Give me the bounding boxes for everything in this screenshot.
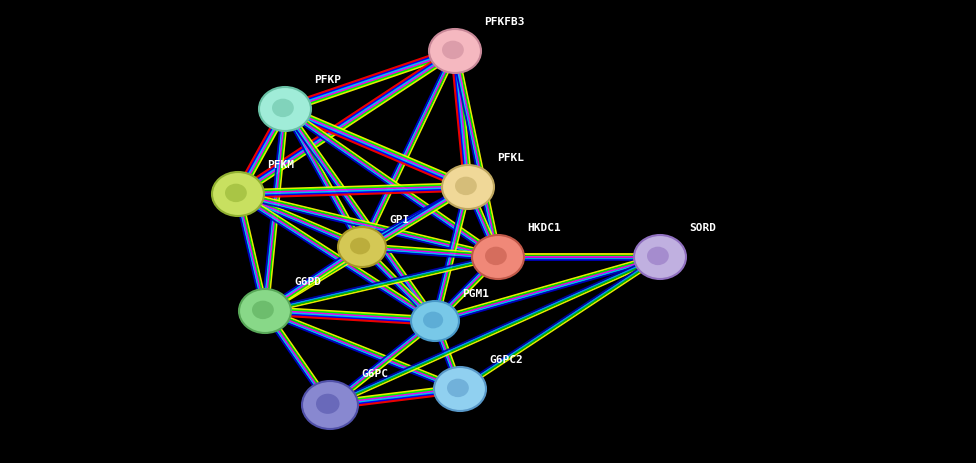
Text: SORD: SORD bbox=[689, 223, 716, 232]
Ellipse shape bbox=[252, 301, 274, 319]
Ellipse shape bbox=[338, 227, 386, 268]
Text: G6PD: G6PD bbox=[294, 276, 321, 287]
Ellipse shape bbox=[302, 381, 358, 429]
Ellipse shape bbox=[634, 236, 686, 279]
Text: GPI: GPI bbox=[389, 214, 409, 225]
Ellipse shape bbox=[259, 88, 311, 131]
Ellipse shape bbox=[272, 100, 294, 118]
Text: G6PC: G6PC bbox=[361, 368, 388, 378]
Ellipse shape bbox=[485, 247, 507, 266]
Text: PFKM: PFKM bbox=[267, 160, 294, 169]
Ellipse shape bbox=[423, 312, 443, 329]
Ellipse shape bbox=[350, 238, 370, 255]
Ellipse shape bbox=[434, 367, 486, 411]
Ellipse shape bbox=[472, 236, 524, 279]
Text: PGM1: PGM1 bbox=[462, 288, 489, 298]
Ellipse shape bbox=[212, 173, 264, 217]
Ellipse shape bbox=[455, 177, 477, 196]
Ellipse shape bbox=[225, 184, 247, 203]
Ellipse shape bbox=[429, 30, 481, 74]
Text: PFKFB3: PFKFB3 bbox=[484, 17, 524, 27]
Ellipse shape bbox=[447, 379, 468, 397]
Text: HKDC1: HKDC1 bbox=[527, 223, 561, 232]
Text: PFKL: PFKL bbox=[497, 153, 524, 163]
Ellipse shape bbox=[316, 394, 340, 414]
Ellipse shape bbox=[411, 301, 459, 341]
Ellipse shape bbox=[442, 42, 464, 60]
Text: G6PC2: G6PC2 bbox=[489, 354, 523, 364]
Ellipse shape bbox=[442, 166, 494, 210]
Text: PFKP: PFKP bbox=[314, 75, 341, 85]
Ellipse shape bbox=[647, 247, 669, 266]
Ellipse shape bbox=[239, 289, 291, 333]
